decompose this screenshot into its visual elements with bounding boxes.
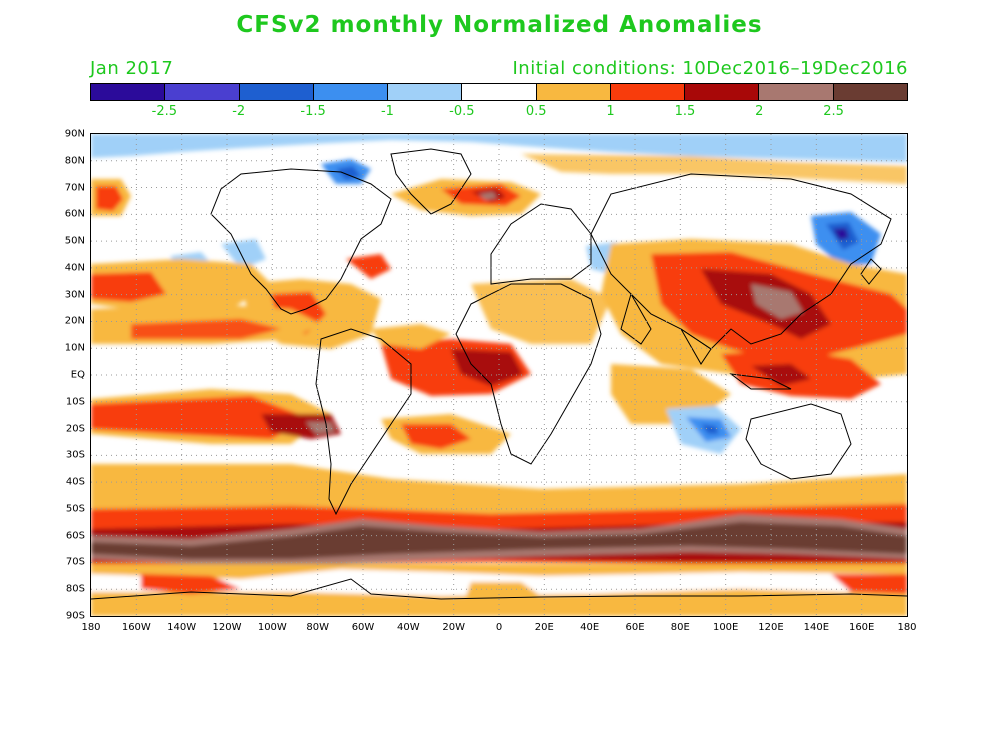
colorbar-label: -2.5 — [151, 104, 178, 119]
latitude-label: 50N — [64, 235, 85, 247]
longitude-label: 180 — [81, 622, 101, 633]
longitude-label: 60W — [351, 622, 375, 633]
latitude-label: 10S — [65, 396, 85, 408]
colorbar-label: 0.5 — [525, 104, 547, 119]
coastlines — [91, 148, 907, 600]
longitude-label: 100W — [257, 622, 287, 633]
latitude-label: 30N — [64, 289, 85, 301]
colorbar-label: -1.5 — [300, 104, 326, 119]
colorbar-swatch — [536, 84, 611, 100]
longitude-label: 0 — [495, 622, 503, 633]
colorbar-swatch — [685, 84, 760, 100]
latitude-label: EQ — [70, 369, 85, 381]
anomaly-map — [90, 133, 908, 617]
longitude-label: 160W — [121, 622, 151, 633]
longitude-label: 120E — [758, 622, 784, 633]
latitude-label: 60N — [64, 208, 85, 220]
colorbar — [90, 83, 908, 101]
colorbar-swatch — [91, 84, 166, 100]
longitude-label: 40E — [580, 622, 600, 633]
colorbar-swatch — [239, 84, 314, 100]
colorbar-swatch — [833, 84, 907, 100]
latitude-label: 10N — [64, 342, 85, 354]
longitude-label: 180 — [897, 622, 917, 633]
latitude-label: 40S — [65, 476, 85, 488]
latitude-label: 40N — [64, 262, 85, 274]
latitude-label: 90N — [64, 128, 85, 140]
colorbar-swatch — [610, 84, 686, 100]
colorbar-swatch — [759, 84, 834, 100]
longitude-label: 20W — [442, 622, 465, 633]
colorbar-label: -2 — [232, 104, 246, 119]
longitude-label: 140E — [803, 622, 830, 633]
valid-month: Jan 2017 — [90, 58, 174, 79]
grid-lines — [91, 134, 907, 616]
map-canvas — [91, 134, 907, 616]
latitude-label: 20S — [65, 423, 85, 435]
colorbar-label: 1 — [606, 104, 615, 119]
longitude-label: 120W — [212, 622, 242, 633]
longitude-label: 60E — [625, 622, 645, 633]
longitude-label: 20E — [534, 622, 554, 633]
colorbar-label: 2 — [755, 104, 764, 119]
map-title: CFSv2 monthly Normalized Anomalies — [236, 12, 763, 38]
colorbar-label: 2.5 — [823, 104, 844, 119]
longitude-label: 160E — [848, 622, 875, 633]
latitude-label: 80S — [65, 583, 85, 595]
colorbar-swatch — [462, 84, 537, 100]
longitude-label: 40W — [397, 622, 420, 633]
longitude-label: 140W — [167, 622, 197, 633]
longitude-label: 80E — [670, 622, 690, 633]
latitude-label: 30S — [65, 449, 85, 461]
colorbar-swatch — [388, 84, 463, 100]
colorbar-label: -1 — [380, 104, 394, 119]
longitude-label: 80W — [306, 622, 329, 633]
colorbar-label: -0.5 — [449, 104, 475, 119]
colorbar-swatch — [165, 84, 240, 100]
latitude-label: 20N — [64, 315, 85, 327]
latitude-label: 60S — [65, 530, 85, 542]
latitude-label: 90S — [65, 610, 85, 622]
initial-conditions: Initial conditions: 10Dec2016–19Dec2016 — [512, 58, 908, 79]
latitude-label: 50S — [65, 503, 85, 515]
longitude-label: 100E — [712, 622, 739, 633]
latitude-label: 80N — [64, 155, 85, 167]
colorbar-swatch — [313, 84, 389, 100]
colorbar-label: 1.5 — [674, 104, 696, 119]
latitude-label: 70S — [65, 556, 85, 568]
latitude-label: 70N — [64, 182, 85, 194]
